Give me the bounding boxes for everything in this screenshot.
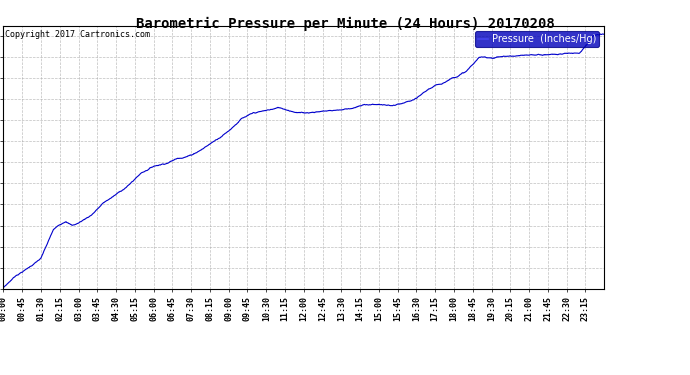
Legend: Pressure  (Inches/Hg): Pressure (Inches/Hg) xyxy=(475,31,599,47)
Text: Barometric Pressure per Minute (24 Hours) 20170208: Barometric Pressure per Minute (24 Hours… xyxy=(136,17,554,31)
Text: Copyright 2017 Cartronics.com: Copyright 2017 Cartronics.com xyxy=(5,30,150,39)
